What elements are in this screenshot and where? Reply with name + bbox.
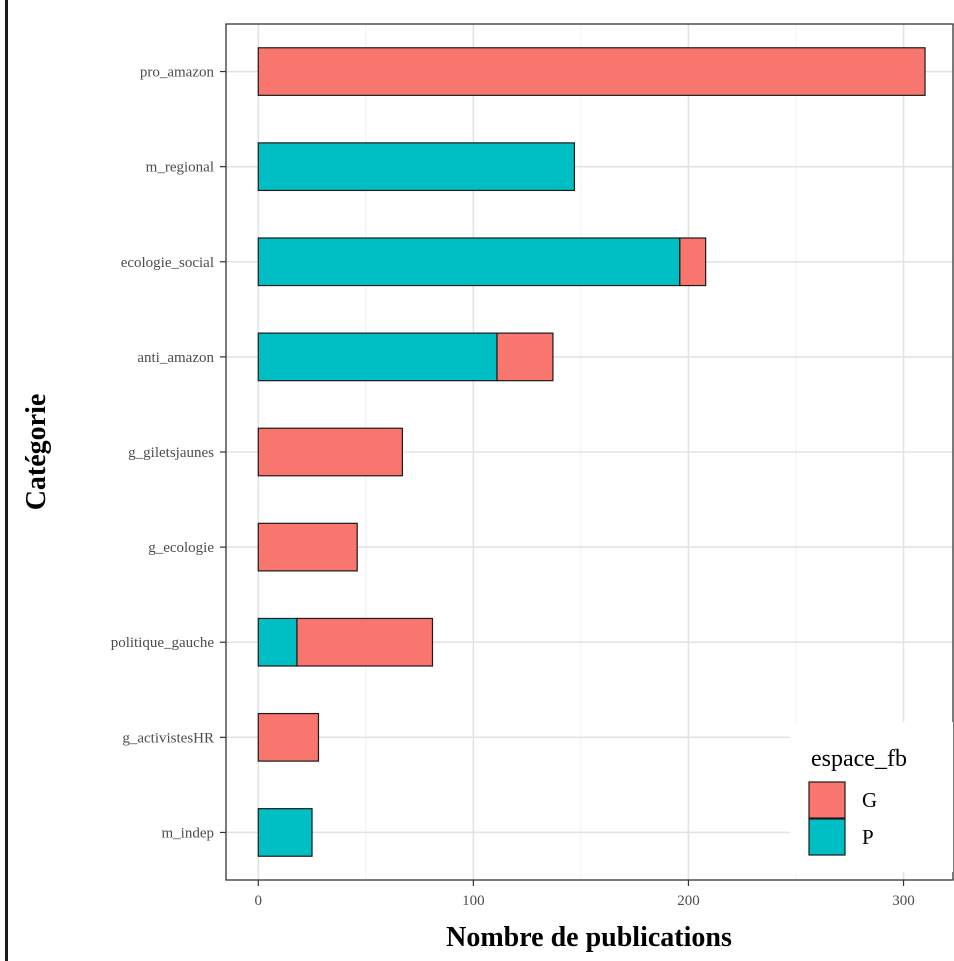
bar-g_activistesHR-G	[257, 712, 320, 762]
bar-politique_gauche-G	[296, 617, 434, 667]
x-tick-label: 300	[892, 893, 915, 909]
x-tick-label: 200	[677, 893, 700, 909]
legend: espace_fb GP	[790, 722, 953, 872]
y-tick-label: g_giletsjaunes	[128, 445, 214, 461]
y-tick-label: anti_amazon	[137, 350, 214, 366]
bar-m_regional-P	[257, 142, 576, 192]
bar-g_giletsjaunes-G	[257, 427, 403, 477]
bar-m_indep-P	[257, 808, 313, 857]
bar-ecologie_social-P	[257, 237, 681, 287]
legend-key-G	[808, 781, 846, 819]
y-tick-label: g_activistesHR	[122, 730, 214, 746]
x-axis: 0 100 200 300	[255, 880, 915, 909]
y-axis: pro_amazon m_regional ecologie_social anti_…	[111, 65, 226, 841]
bar-politique_gauche-P	[257, 617, 298, 667]
bar-pro_amazon-G	[257, 47, 926, 96]
bar-anti_amazon-P	[257, 332, 498, 382]
y-tick-label: m_indep	[162, 825, 215, 841]
y-tick-label: pro_amazon	[140, 65, 215, 81]
x-tick-label: 100	[462, 893, 485, 909]
bar-ecologie_social-G	[679, 237, 707, 287]
x-axis-title: Nombre de publications	[446, 922, 732, 953]
bar-anti_amazon-G	[496, 332, 554, 382]
y-tick-label: politique_gauche	[111, 635, 215, 651]
y-tick-label: ecologie_social	[121, 255, 214, 271]
left-border-rule	[5, 0, 8, 961]
legend-label-P: P	[862, 825, 874, 849]
bar-g_ecologie-G	[257, 522, 358, 572]
bars-layer	[257, 47, 926, 857]
legend-title: espace_fb	[811, 746, 907, 772]
x-tick-label: 0	[255, 893, 263, 909]
legend-label-G: G	[862, 788, 877, 812]
y-tick-label: m_regional	[146, 160, 214, 176]
y-axis-title: Catégorie	[21, 394, 52, 511]
y-tick-label: g_ecologie	[148, 540, 214, 556]
legend-key-P	[808, 818, 846, 856]
